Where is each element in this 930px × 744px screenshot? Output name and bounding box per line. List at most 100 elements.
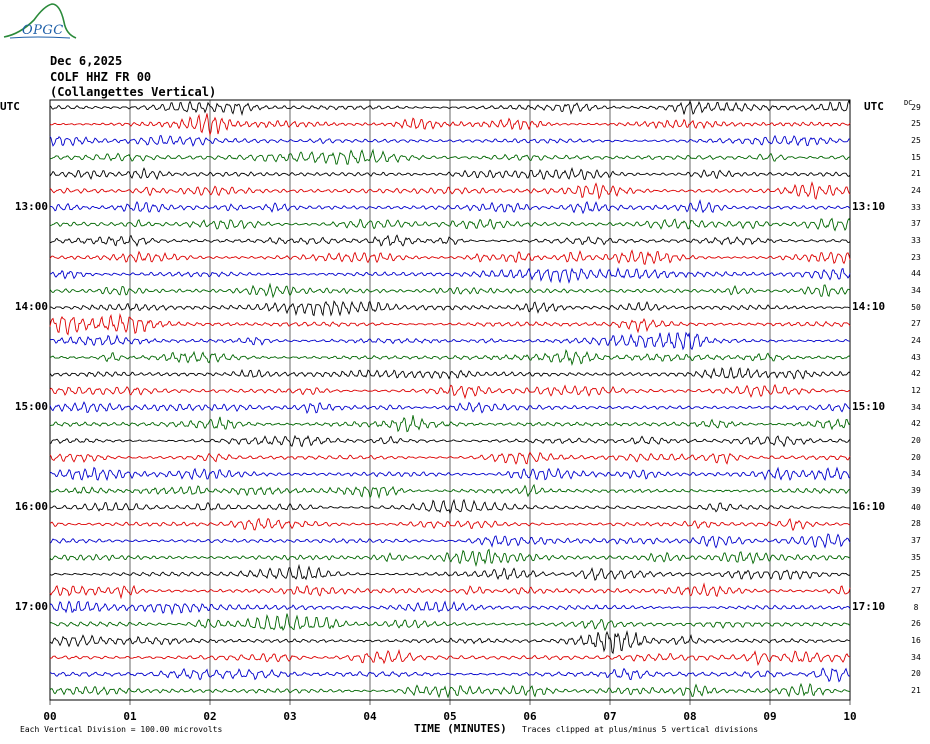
- dc-offset-label: 34: [911, 402, 921, 412]
- x-tick-label: 08: [683, 710, 697, 723]
- dc-offset-label: 37: [911, 219, 921, 229]
- seismic-trace: [49, 383, 851, 400]
- seismic-trace: [49, 415, 851, 433]
- hour-label-right: 14:10: [852, 299, 886, 313]
- dc-offset-label: 33: [911, 235, 921, 245]
- seismic-trace: [49, 582, 851, 600]
- x-tick-label: 03: [283, 710, 297, 723]
- seismic-trace: [49, 434, 851, 448]
- hour-label-right: 16:10: [852, 499, 886, 513]
- dc-offset-label: 43: [911, 352, 921, 362]
- seismic-trace: [49, 167, 851, 181]
- seismic-trace: [49, 682, 851, 699]
- seismic-trace: [49, 630, 851, 655]
- dc-offset-label: 21: [911, 169, 921, 179]
- dc-offset-label: 27: [911, 319, 921, 329]
- opgc-logo-icon: [3, 3, 77, 39]
- seismic-trace: [49, 517, 851, 532]
- dc-offset-label: 26: [911, 619, 921, 629]
- dc-offset-label: 39: [911, 485, 921, 495]
- hour-label-right: 13:10: [852, 199, 886, 213]
- seismic-trace: [49, 466, 851, 482]
- hour-label-left: 14:00: [14, 299, 48, 313]
- hour-label-left: 16:00: [14, 499, 48, 513]
- x-tick-label: 05: [443, 710, 457, 723]
- dc-offset-label: 25: [911, 135, 921, 145]
- seismic-trace: [49, 234, 851, 248]
- dc-offset-label: 40: [911, 502, 921, 512]
- x-tick-label: 04: [363, 710, 377, 723]
- seismic-trace: [49, 217, 851, 232]
- dc-offset-label: 21: [911, 685, 921, 695]
- dc-offset-label: 12: [911, 385, 921, 395]
- record-date: Dec 6,2025: [50, 54, 123, 68]
- hour-label-right: 17:10: [852, 599, 886, 613]
- dc-offset-label: 24: [911, 185, 921, 195]
- dc-offset-label: 25: [911, 119, 921, 129]
- seismic-trace: [49, 648, 851, 667]
- scale-note: Each Vertical Division = 100.00 microvol…: [20, 725, 223, 734]
- x-axis-title: TIME (MINUTES): [414, 722, 507, 735]
- seismic-trace: [49, 667, 851, 683]
- clip-note: Traces clipped at plus/minus 5 vertical …: [522, 725, 759, 734]
- seismic-trace: [49, 366, 851, 380]
- x-tick-label: 06: [523, 710, 537, 723]
- x-tick-label: 02: [203, 710, 217, 723]
- seismic-trace: [49, 148, 851, 165]
- seismic-trace: [49, 563, 851, 581]
- seismic-trace: [49, 282, 851, 299]
- seismic-trace: [49, 312, 851, 336]
- dc-offset-label: 24: [911, 335, 921, 345]
- dc-offset-label: 34: [911, 652, 921, 662]
- dc-offset-label: 42: [911, 369, 921, 379]
- dc-offset-label: 34: [911, 469, 921, 479]
- x-tick-label: 09: [763, 710, 777, 723]
- seismic-trace: [49, 331, 851, 351]
- dc-offset-label: 20: [911, 435, 921, 445]
- dc-offset-label: 29: [911, 102, 921, 112]
- dc-offset-label: 44: [911, 269, 921, 279]
- dc-offset-label: 20: [911, 452, 921, 462]
- seismic-trace: [49, 134, 851, 147]
- hour-label-left: 15:00: [14, 399, 48, 413]
- seismic-trace: [49, 349, 851, 366]
- seismic-trace: [49, 113, 851, 137]
- seismic-trace: [49, 613, 851, 631]
- x-tick-label: 01: [123, 710, 137, 723]
- dc-offset-label: 15: [911, 152, 921, 162]
- x-tick-label: 10: [843, 710, 857, 723]
- seismic-trace: [49, 533, 851, 549]
- logo-text: OPGC: [22, 23, 64, 38]
- seismic-trace: [49, 548, 851, 568]
- hour-label-left: 13:00: [14, 199, 48, 213]
- utc-left-label: UTC: [0, 100, 20, 113]
- dc-offset-label: 33: [911, 202, 921, 212]
- utc-right-label: UTC: [864, 100, 884, 113]
- seismic-trace: [49, 181, 851, 200]
- hour-label-right: 15:10: [852, 399, 886, 413]
- seismic-trace: [49, 266, 851, 284]
- x-tick-label: 00: [43, 710, 57, 723]
- seismic-trace: [49, 401, 851, 414]
- seismic-trace: [49, 99, 851, 117]
- seismic-trace: [49, 249, 851, 265]
- x-tick-label: 07: [603, 710, 617, 723]
- station-location: (Collangettes Vertical): [50, 85, 217, 99]
- seismic-trace: [49, 600, 851, 616]
- dc-offset-label: 23: [911, 252, 921, 262]
- seismic-trace: [49, 483, 851, 500]
- dc-offset-label: 25: [911, 569, 921, 579]
- dc-offset-label: 27: [911, 585, 921, 595]
- seismic-trace: [49, 300, 851, 317]
- dc-offset-label: 37: [911, 535, 921, 545]
- dc-header: DC: [904, 99, 913, 107]
- station-code: COLF HHZ FR 00: [50, 70, 152, 84]
- seismic-trace: [49, 451, 851, 465]
- hour-label-left: 17:00: [14, 599, 48, 613]
- dc-offset-label: 8: [913, 602, 919, 612]
- seismic-trace: [49, 498, 851, 515]
- dc-offset-label: 16: [911, 635, 921, 645]
- seismic-trace: [49, 199, 851, 215]
- dc-offset-label: 20: [911, 669, 921, 679]
